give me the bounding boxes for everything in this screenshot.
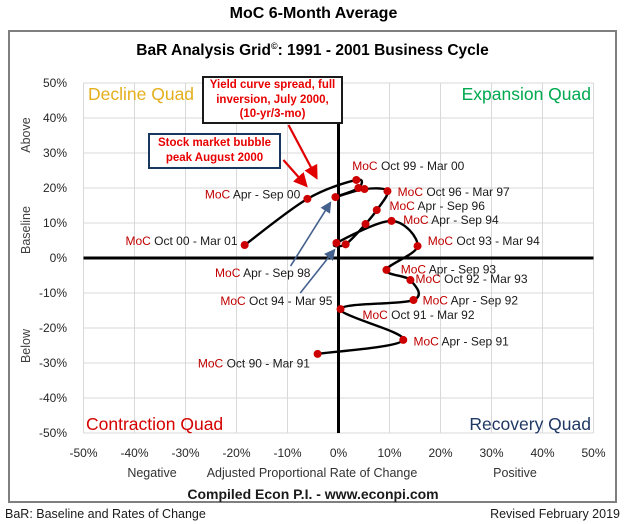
tick-labels-layer: -50% -40% -30% -20% -10% 0% 10% 20% 30% 40% 50% 50%…: [19, 76, 606, 502]
data-point: [354, 184, 363, 192]
data-point: [387, 216, 396, 225]
quadrant-labels-layer: Decline Quad Expansion Quad Contraction Qu…: [86, 84, 591, 434]
data-point-label: MoC Oct 90 - Mar 91: [198, 357, 310, 371]
x-tick-label: -10%: [273, 446, 301, 460]
y-tick-label: 50%: [43, 76, 67, 90]
x-tick-label: 20%: [428, 446, 452, 460]
data-point-label: MoC Apr - Sep 91: [413, 335, 509, 349]
x-axis-negative-label: Negative: [127, 466, 176, 480]
axes-layer: [83, 83, 594, 433]
subtitle-prefix: BaR Analysis Grid: [136, 42, 271, 60]
x-tick-label: 40%: [530, 446, 554, 460]
y-tick-label: 0%: [50, 251, 68, 265]
chart-subtitle: BaR Analysis Grid©: 1991 - 2001 Business…: [8, 41, 617, 60]
red-annotation-arrow: [282, 159, 308, 188]
data-point: [409, 296, 418, 304]
data-point: [336, 305, 345, 314]
x-tick-label: -40%: [120, 446, 148, 460]
zone-label-above: Above: [19, 117, 33, 152]
data-point: [360, 185, 369, 194]
blue-annotation-arrow: [299, 248, 336, 294]
subtitle-suffix: : 1991 - 2001 Business Cycle: [277, 42, 489, 60]
y-tick-label: -30%: [39, 356, 67, 370]
y-tick-label: 20%: [43, 181, 67, 195]
x-tick-label: 10%: [377, 446, 401, 460]
x-tick-label: 30%: [479, 446, 503, 460]
x-axis-title: Adjusted Proportional Rate of Change: [207, 466, 418, 480]
x-tick-label: -20%: [222, 446, 250, 460]
x-tick-label: 50%: [581, 446, 605, 460]
data-point-label: MoC Apr - Sep 98: [215, 266, 311, 280]
data-point: [372, 206, 381, 215]
data-point: [240, 241, 249, 250]
quadrant-label-expansion: Expansion Quad: [462, 84, 591, 104]
data-point-label: MoC Oct 93 - Mar 94: [428, 234, 540, 248]
x-tick-label: 0%: [330, 446, 348, 460]
annotation-arrows-layer: [282, 124, 336, 294]
copyright-symbol: ©: [270, 41, 278, 51]
data-point-label: MoC Oct 94 - Mar 95: [220, 294, 332, 308]
y-tick-label: -50%: [39, 426, 67, 440]
series-layer: [240, 175, 422, 358]
y-tick-label: 30%: [43, 146, 67, 160]
zone-label-baseline: Baseline: [19, 206, 33, 254]
y-tick-label: -20%: [39, 321, 67, 335]
footer-revision-date: Revised February 2019: [490, 507, 620, 521]
data-point: [331, 193, 340, 202]
data-point-label: MoC Apr - Sep 93: [401, 263, 497, 277]
point-labels-layer: MoC Oct 90 - Mar 91 MoC Apr - Sep 91 MoC O…: [125, 159, 540, 371]
data-point: [399, 335, 408, 344]
data-point: [382, 265, 391, 274]
x-axis-positive-label: Positive: [493, 466, 537, 480]
data-point-label: MoC Oct 96 - Mar 97: [398, 185, 510, 199]
data-point-label: MoC Apr - Sep 96: [390, 199, 486, 213]
data-point: [341, 240, 350, 249]
data-point-label: MoC Apr - Sep 92: [423, 294, 519, 308]
data-point-label: MoC Apr - Sep 00: [205, 187, 301, 201]
data-point-label: MoC Apr - Sep 94: [403, 213, 499, 227]
data-point-label: MoC Oct 99 - Mar 00: [352, 159, 464, 173]
compiled-credit: Compiled Econ P.I. - www.econpi.com: [187, 486, 438, 502]
y-tick-label: 40%: [43, 111, 67, 125]
data-point: [361, 220, 370, 229]
red-annotation-arrow: [287, 124, 318, 180]
y-tick-label: 10%: [43, 216, 67, 230]
data-point: [383, 187, 392, 196]
data-point: [406, 276, 415, 285]
zone-label-below: Below: [19, 328, 33, 363]
quadrant-label-recovery: Recovery Quad: [469, 414, 591, 434]
data-point-label: MoC Oct 00 - Mar 01: [125, 234, 237, 248]
data-point: [413, 242, 422, 251]
quadrant-label-contraction: Contraction Quad: [86, 414, 223, 434]
y-tick-label: -40%: [39, 391, 67, 405]
blue-annotation-arrow: [289, 201, 332, 267]
y-tick-label: -10%: [39, 286, 67, 300]
quadrant-label-decline: Decline Quad: [88, 84, 194, 104]
data-point: [352, 175, 361, 184]
main-title: MoC 6-Month Average: [229, 5, 398, 22]
data-point: [332, 238, 341, 247]
x-tick-label: -30%: [171, 446, 199, 460]
data-point-label: MoC Oct 91 - Mar 92: [362, 308, 474, 322]
data-point: [303, 194, 312, 203]
x-tick-label: -50%: [69, 446, 97, 460]
data-point: [313, 349, 322, 358]
footer-note: BaR: Baseline and Rates of Change: [5, 507, 206, 521]
annotation-box-yield-curve: Yield curve spread, full inversion, July…: [202, 76, 343, 124]
data-point-label: MoC Oct 92 - Mar 93: [416, 272, 528, 286]
annotation-box-bubble-peak: Stock market bubble peak August 2000: [148, 133, 281, 169]
